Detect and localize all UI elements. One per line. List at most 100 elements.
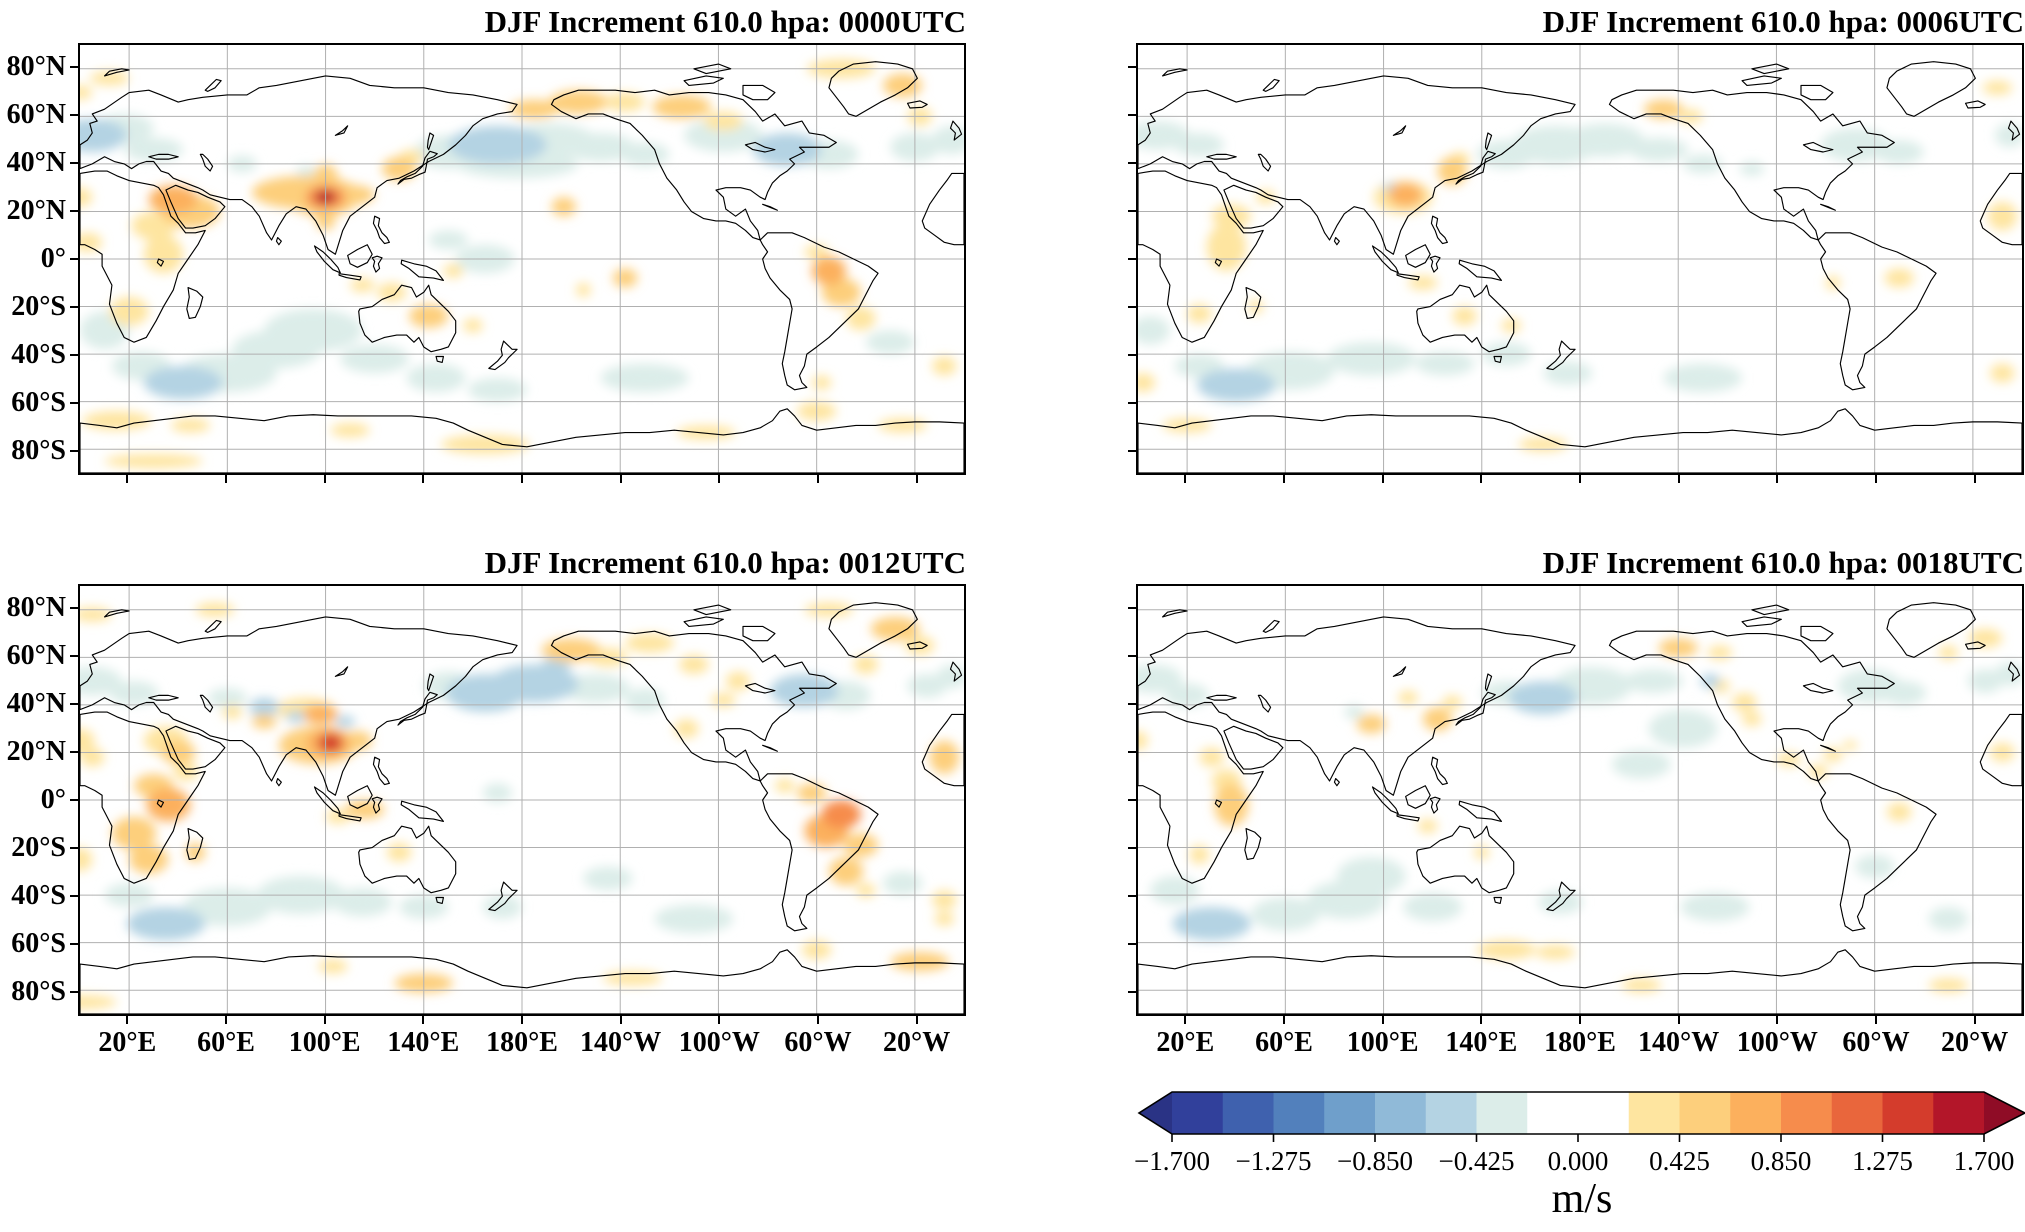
increment-blob — [551, 197, 577, 217]
increment-blob — [932, 890, 957, 910]
lat-tick-label: 60°N — [6, 640, 66, 671]
y-axis-tick — [70, 354, 78, 356]
increment-blob — [463, 318, 483, 333]
coastline-path — [684, 617, 723, 627]
coastline-path — [1258, 154, 1270, 171]
coastline-path — [1373, 787, 1399, 814]
increment-blob — [1629, 137, 1689, 162]
coastline-path — [1138, 171, 1263, 342]
increment-blob — [386, 842, 412, 862]
x-axis-tick — [521, 1016, 523, 1024]
increment-blob — [711, 693, 736, 708]
coastline-path — [908, 642, 928, 649]
world-map-0012utc — [80, 586, 964, 1014]
coastline-path — [763, 204, 778, 210]
y-axis-tick — [70, 258, 78, 260]
increment-blob — [467, 377, 527, 402]
coastline-path — [760, 774, 878, 931]
coastline-path — [1752, 605, 1789, 615]
increment-blob — [1422, 707, 1453, 732]
lon-tick-label: 140°W — [580, 1027, 662, 1058]
coastline-path — [1818, 233, 1936, 390]
increment-blob — [821, 278, 861, 307]
colorbar-tick-label: −1.700 — [1134, 1146, 1210, 1176]
increment-blob — [1535, 945, 1576, 960]
increment-blob — [1398, 690, 1418, 705]
increment-blob — [1938, 645, 1959, 660]
increment-blob — [1663, 363, 1743, 393]
increment-blob — [541, 638, 601, 663]
coastline-path — [760, 233, 878, 390]
coastline-path — [1980, 173, 2022, 244]
increment-blob — [482, 895, 522, 919]
lon-tick-label: 180°E — [1544, 1027, 1616, 1058]
increment-blob — [934, 911, 955, 927]
colorbar-tick-label: 1.700 — [1953, 1146, 2015, 1176]
colorbar-under-arrow — [1139, 1092, 1172, 1134]
graticule — [80, 45, 964, 473]
lat-tick-label: 60°S — [11, 928, 66, 959]
lon-tick-label: 60°W — [1842, 1027, 1910, 1058]
coastline-path — [1334, 238, 1339, 245]
coastline-path — [335, 667, 347, 677]
coastline-path — [1397, 815, 1419, 821]
increment-blob — [1150, 876, 1200, 905]
coastline-path — [80, 950, 964, 1014]
increment-blob — [652, 94, 712, 119]
lon-tick-label: 20°E — [1156, 1027, 1215, 1058]
y-axis-tick — [70, 607, 78, 609]
x-axis-tick — [225, 475, 227, 483]
coastline-path — [372, 256, 382, 272]
increment-blob — [286, 710, 306, 723]
coastline-path — [1207, 154, 1236, 159]
coastline-path — [276, 779, 281, 786]
increment-blob — [828, 857, 864, 886]
coastline-path — [908, 101, 928, 108]
lon-tick-label: 100°W — [678, 1027, 760, 1058]
lon-tick-label: 60°E — [1255, 1027, 1313, 1058]
coastline-path — [1263, 79, 1279, 91]
x-axis-tick — [1875, 475, 1877, 483]
increment-blob — [882, 871, 923, 896]
y-axis-tick — [70, 306, 78, 308]
increment-blob — [126, 907, 206, 941]
increment-blob — [89, 71, 130, 86]
y-axis-tick — [70, 703, 78, 705]
increment-blob — [932, 356, 957, 376]
increment-blob — [330, 423, 370, 438]
coastline-path — [1138, 712, 1263, 883]
lat-tick-label: 40°N — [6, 688, 66, 719]
x-axis-tick — [1677, 1016, 1680, 1024]
increment-blob — [583, 866, 633, 891]
increment-blob — [1196, 368, 1276, 402]
coastline-path — [743, 85, 775, 99]
increment-blob — [1842, 740, 1858, 751]
coastline-path — [187, 829, 203, 860]
coastline-path — [348, 786, 373, 809]
coastline-path — [694, 605, 731, 615]
increment-blob — [612, 268, 638, 288]
increment-blob — [406, 363, 466, 393]
increment-blob — [146, 788, 191, 822]
coastline-path — [205, 79, 221, 91]
increment-blob — [1138, 731, 1148, 751]
coastline-path — [166, 726, 225, 769]
increment-blob — [1621, 978, 1662, 993]
colorbar-segment — [1679, 1092, 1731, 1134]
increment-blob — [80, 666, 122, 696]
increment-blob — [1886, 802, 1912, 822]
increment-blob — [1336, 857, 1406, 896]
coastline-path — [339, 815, 361, 821]
x-axis-tick — [915, 1016, 918, 1024]
coastline-path — [1742, 617, 1781, 627]
increment-blob — [1611, 750, 1671, 779]
increment-blob — [1172, 907, 1251, 941]
coastline-path — [1430, 256, 1440, 272]
increment-blob — [1138, 316, 1170, 345]
x-axis-tick — [1776, 1016, 1779, 1024]
colorbar-tick-label: 0.000 — [1547, 1146, 1609, 1176]
colorbar-tick-label: 1.275 — [1852, 1146, 1913, 1176]
lat-tick-label: 80°S — [11, 976, 66, 1007]
coastline-path — [373, 757, 389, 784]
x-axis-tick — [817, 475, 819, 483]
